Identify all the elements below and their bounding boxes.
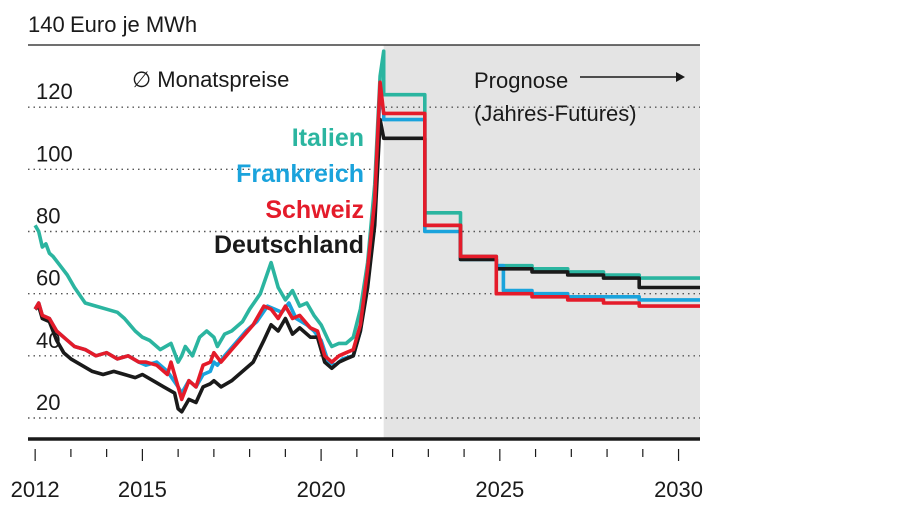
y-tick-label: 140: [28, 12, 65, 37]
legend-item-schweiz: Schweiz: [265, 196, 364, 224]
y-axis-unit-label: Euro je MWh: [70, 12, 197, 37]
x-tick-label: 2012: [11, 477, 60, 502]
y-tick-label: 120: [36, 79, 73, 104]
forecast-shade: [383, 45, 700, 439]
legend: Italien Frankreich Schweiz Deutschland: [214, 124, 364, 259]
x-tick-label: 2020: [297, 477, 346, 502]
y-tick-label: 20: [36, 390, 60, 415]
forecast-label-line1: Prognose: [474, 68, 568, 93]
x-axis-ticks: 2012 2015 2020 2025 2030: [11, 449, 703, 502]
y-tick-label: 60: [36, 266, 60, 291]
legend-item-frankreich: Frankreich: [236, 160, 364, 188]
forecast-arrow-icon: [580, 72, 685, 82]
y-tick-label: 80: [36, 204, 60, 229]
forecast-label-line2: (Jahres-Futures): [474, 101, 637, 126]
axes: [28, 44, 700, 441]
x-tick-label: 2015: [118, 477, 167, 502]
series-lines: [33, 49, 700, 414]
legend-item-deutschland: Deutschland: [214, 231, 364, 259]
x-tick-label: 2030: [654, 477, 703, 502]
legend-item-italien: Italien: [292, 124, 364, 152]
avg-annotation: ∅ Monatspreise: [132, 67, 289, 92]
series-line-schweiz: [33, 80, 700, 402]
y-tick-label: 100: [36, 141, 73, 166]
x-tick-label: 2025: [475, 477, 524, 502]
